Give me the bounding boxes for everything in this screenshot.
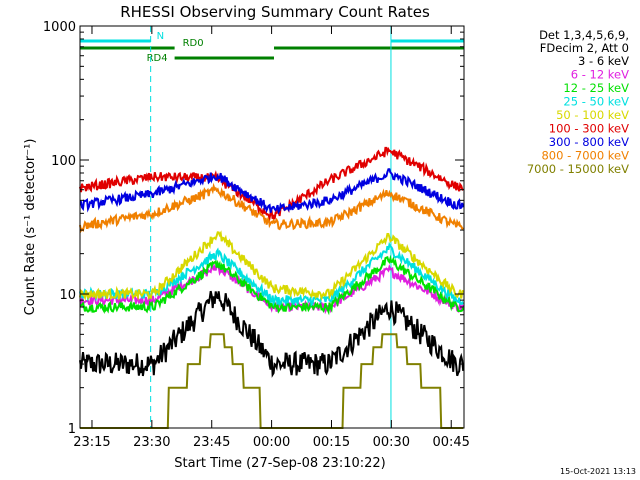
flag-bars: N RD0 RD4 <box>80 31 464 64</box>
x-axis-label: Start Time (27-Sep-08 23:10:22) <box>174 456 385 471</box>
timestamp: 15-Oct-2021 13:13 <box>560 467 636 476</box>
legend-entry-2: 12 - 25 keV <box>563 81 629 95</box>
y-tick-label-2: 100 <box>51 154 76 169</box>
series-line-4 <box>79 230 465 302</box>
legend-entry-7: 800 - 7000 keV <box>541 149 629 163</box>
series-line-0 <box>79 290 465 378</box>
x-tick-label-6: 00:45 <box>432 435 469 450</box>
x-tick-label-2: 23:45 <box>193 435 230 450</box>
flag-label-rd4: RD4 <box>147 53 168 64</box>
x-tick-label-4: 00:15 <box>313 435 350 450</box>
y-axis-label: Count Rate (s⁻¹ detector⁻¹) <box>23 139 38 316</box>
series-line-7 <box>79 182 464 234</box>
series-line-6 <box>79 168 465 215</box>
series-line-2 <box>79 254 465 316</box>
flag-label-n: N <box>157 31 164 42</box>
y-tick-label-3: 1000 <box>43 20 76 35</box>
series-line-3 <box>79 241 465 307</box>
x-tick-label-0: 23:15 <box>73 435 110 450</box>
flag-label-rd0: RD0 <box>183 38 204 49</box>
y-tick-label-1: 10 <box>59 288 76 303</box>
legend-entry-4: 50 - 100 keV <box>556 108 629 122</box>
x-tick-label-3: 00:00 <box>253 435 290 450</box>
series-lines <box>79 146 465 429</box>
legend-header-0: Det 1,3,4,5,6,9, <box>539 28 629 42</box>
legend-entry-3: 25 - 50 keV <box>563 95 629 109</box>
legend-entry-8: 7000 - 15000 keV <box>527 162 629 176</box>
legend-entry-5: 100 - 300 keV <box>549 122 629 136</box>
legend-entry-6: 300 - 800 keV <box>549 135 629 149</box>
y-tick-label-0: 1 <box>68 422 76 437</box>
legend-entry-0: 3 - 6 keV <box>578 54 629 68</box>
legend: Det 1,3,4,5,6,9,FDecim 2, Att 03 - 6 keV… <box>527 28 629 176</box>
x-axis: 23:15 23:30 23:45 00:00 00:15 00:30 00:45 <box>73 26 470 450</box>
x-tick-label-1: 23:30 <box>133 435 170 450</box>
y-axis: 1 10 100 1000 <box>43 20 464 437</box>
legend-header-1: FDecim 2, Att 0 <box>540 41 629 55</box>
legend-entry-1: 6 - 12 keV <box>571 68 629 82</box>
series-line-8 <box>80 333 464 429</box>
x-tick-label-5: 00:30 <box>373 435 410 450</box>
chart-title: RHESSI Observing Summary Count Rates <box>120 3 430 21</box>
